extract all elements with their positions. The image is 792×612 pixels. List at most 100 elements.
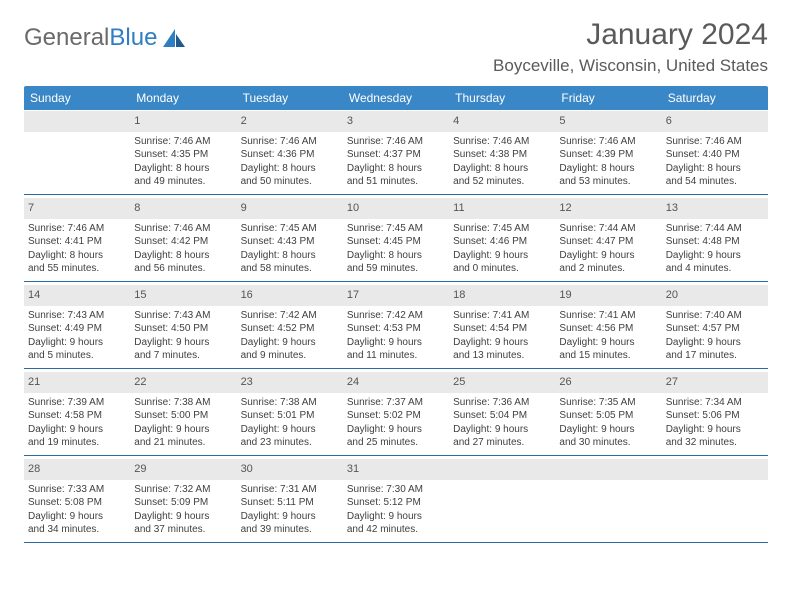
day-number: 28 <box>24 459 130 480</box>
day-cell: 2 Sunrise: 7:46 AMSunset: 4:36 PMDaylight… <box>237 111 343 194</box>
day-cell: 18Sunrise: 7:41 AMSunset: 4:54 PMDayligh… <box>449 285 555 368</box>
day-info-line: and 27 minutes. <box>453 436 551 450</box>
day-info-line: Daylight: 8 hours <box>134 162 232 176</box>
day-info-line: and 13 minutes. <box>453 349 551 363</box>
day-info-line: Daylight: 9 hours <box>666 249 764 263</box>
day-info-line: Sunrise: 7:46 AM <box>559 135 657 149</box>
day-info-line: Daylight: 9 hours <box>134 336 232 350</box>
day-info-line: and 5 minutes. <box>28 349 126 363</box>
day-info-line: and 15 minutes. <box>559 349 657 363</box>
day-info-line: Daylight: 9 hours <box>134 423 232 437</box>
week-row: 7Sunrise: 7:46 AMSunset: 4:41 PMDaylight… <box>24 198 768 282</box>
day-info-line: Sunrise: 7:46 AM <box>134 222 232 236</box>
location: Boyceville, Wisconsin, United States <box>493 56 768 76</box>
day-info-line: and 50 minutes. <box>241 175 339 189</box>
title-block: January 2024 Boyceville, Wisconsin, Unit… <box>493 18 768 76</box>
day-number: . <box>449 459 555 480</box>
day-number: 24 <box>343 372 449 393</box>
weekday-header-row: Sunday Monday Tuesday Wednesday Thursday… <box>24 86 768 110</box>
logo: GeneralBlue <box>24 24 187 52</box>
day-info-line: Daylight: 8 hours <box>241 162 339 176</box>
day-info-line: Daylight: 9 hours <box>134 510 232 524</box>
day-info-line: and 17 minutes. <box>666 349 764 363</box>
day-info-line: and 9 minutes. <box>241 349 339 363</box>
day-info-line: Daylight: 9 hours <box>453 249 551 263</box>
logo-sail-icon <box>161 27 187 49</box>
day-info-line: Sunrise: 7:45 AM <box>241 222 339 236</box>
day-info-line: Sunset: 5:01 PM <box>241 409 339 423</box>
day-number: . <box>24 111 130 132</box>
day-info-line: Sunset: 4:50 PM <box>134 322 232 336</box>
day-number: 20 <box>662 285 768 306</box>
day-info-line: Sunrise: 7:41 AM <box>559 309 657 323</box>
day-info-line: Daylight: 9 hours <box>241 336 339 350</box>
day-info-line: Sunrise: 7:44 AM <box>559 222 657 236</box>
day-number: 11 <box>449 198 555 219</box>
weekday-header: Wednesday <box>343 86 449 110</box>
day-info-line: Sunset: 4:54 PM <box>453 322 551 336</box>
day-info-line: Sunrise: 7:42 AM <box>241 309 339 323</box>
day-info-line: Sunrise: 7:45 AM <box>453 222 551 236</box>
day-info-line: Sunrise: 7:38 AM <box>241 396 339 410</box>
day-number: 21 <box>24 372 130 393</box>
day-info-line: Sunset: 4:42 PM <box>134 235 232 249</box>
day-number: 3 <box>343 111 449 132</box>
day-cell: . <box>555 459 661 542</box>
day-number: 2 <box>237 111 343 132</box>
week-row: 21Sunrise: 7:39 AMSunset: 4:58 PMDayligh… <box>24 372 768 456</box>
day-info-line: Daylight: 9 hours <box>559 423 657 437</box>
weekday-header: Sunday <box>24 86 130 110</box>
day-number: 25 <box>449 372 555 393</box>
day-number: 10 <box>343 198 449 219</box>
day-info-line: and 7 minutes. <box>134 349 232 363</box>
day-cell: . <box>662 459 768 542</box>
day-info-line: Sunrise: 7:46 AM <box>134 135 232 149</box>
day-info-line: Daylight: 8 hours <box>241 249 339 263</box>
day-info-line: Sunrise: 7:46 AM <box>28 222 126 236</box>
day-info-line: Daylight: 8 hours <box>134 249 232 263</box>
day-info-line: Sunrise: 7:38 AM <box>134 396 232 410</box>
day-info-line: Daylight: 9 hours <box>559 336 657 350</box>
day-info-line: Sunrise: 7:46 AM <box>347 135 445 149</box>
day-cell: 24Sunrise: 7:37 AMSunset: 5:02 PMDayligh… <box>343 372 449 455</box>
day-info-line: and 52 minutes. <box>453 175 551 189</box>
day-info-line: Sunset: 5:00 PM <box>134 409 232 423</box>
weekday-header: Monday <box>130 86 236 110</box>
day-info-line: Sunrise: 7:46 AM <box>241 135 339 149</box>
day-info-line: Sunrise: 7:33 AM <box>28 483 126 497</box>
day-number: 13 <box>662 198 768 219</box>
day-info-line: Sunset: 4:52 PM <box>241 322 339 336</box>
day-number: 5 <box>555 111 661 132</box>
header: GeneralBlue January 2024 Boyceville, Wis… <box>24 18 768 76</box>
day-number: 7 <box>24 198 130 219</box>
day-info-line: and 2 minutes. <box>559 262 657 276</box>
day-number: 31 <box>343 459 449 480</box>
day-info-line: Sunrise: 7:30 AM <box>347 483 445 497</box>
day-cell: . <box>449 459 555 542</box>
day-info-line: and 32 minutes. <box>666 436 764 450</box>
day-info-line: Sunrise: 7:34 AM <box>666 396 764 410</box>
day-info-line: and 25 minutes. <box>347 436 445 450</box>
day-info-line: and 59 minutes. <box>347 262 445 276</box>
day-number: 1 <box>130 111 236 132</box>
day-info-line: Daylight: 8 hours <box>453 162 551 176</box>
weekday-header: Tuesday <box>237 86 343 110</box>
day-info-line: Sunset: 4:36 PM <box>241 148 339 162</box>
day-info-line: Sunset: 4:43 PM <box>241 235 339 249</box>
day-info-line: Sunrise: 7:46 AM <box>453 135 551 149</box>
day-number: 19 <box>555 285 661 306</box>
day-info-line: Sunset: 4:40 PM <box>666 148 764 162</box>
day-cell: . <box>24 111 130 194</box>
day-info-line: Sunrise: 7:39 AM <box>28 396 126 410</box>
day-info-line: and 34 minutes. <box>28 523 126 537</box>
day-info-line: Daylight: 9 hours <box>28 423 126 437</box>
day-number: 8 <box>130 198 236 219</box>
day-cell: 27Sunrise: 7:34 AMSunset: 5:06 PMDayligh… <box>662 372 768 455</box>
day-info-line: Daylight: 9 hours <box>347 336 445 350</box>
day-cell: 26Sunrise: 7:35 AMSunset: 5:05 PMDayligh… <box>555 372 661 455</box>
day-info-line: Sunrise: 7:35 AM <box>559 396 657 410</box>
day-cell: 31Sunrise: 7:30 AMSunset: 5:12 PMDayligh… <box>343 459 449 542</box>
day-cell: 21Sunrise: 7:39 AMSunset: 4:58 PMDayligh… <box>24 372 130 455</box>
day-info-line: Sunset: 4:47 PM <box>559 235 657 249</box>
day-cell: 4Sunrise: 7:46 AMSunset: 4:38 PMDaylight… <box>449 111 555 194</box>
